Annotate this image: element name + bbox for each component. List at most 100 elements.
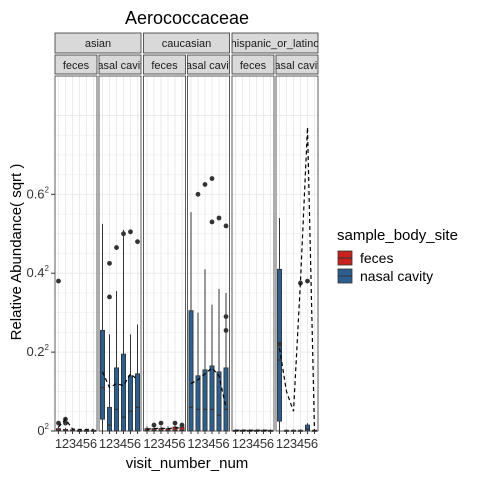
x-tick-label: 1 (276, 436, 283, 451)
box-body (121, 353, 127, 432)
outlier-point (135, 239, 140, 245)
outlier-point (209, 219, 215, 225)
x-tick-label: 2 (106, 436, 113, 451)
outlier-point (179, 422, 185, 428)
y-axis: 02 0.22 0.42 0.62 (26, 185, 55, 438)
strip-outer-label: hispanic_or_latino (231, 38, 320, 50)
strip-inner (98, 54, 142, 75)
outlier-point (209, 176, 215, 181)
strip-outer (54, 32, 142, 54)
outlier-point (128, 229, 133, 235)
panel-border (98, 75, 142, 432)
strip-inner-label: feces (151, 60, 178, 72)
x-tick-label: 3 (246, 436, 253, 451)
strip-inner (231, 54, 275, 75)
outlier-point (202, 182, 208, 187)
x-tick-label: 2 (283, 436, 290, 451)
box-body (114, 367, 120, 432)
x-tick-label: 4 (297, 436, 304, 451)
x-tick-label: 6 (134, 436, 141, 451)
x-tick-label: 4 (253, 436, 260, 451)
x-tick-label: 3 (113, 436, 120, 451)
box-body (209, 365, 215, 432)
outlier-point (223, 223, 229, 229)
x-tick-label: 3 (69, 436, 76, 451)
trend-line (278, 127, 316, 432)
panel-border (54, 75, 98, 432)
x-tick-label: 6 (222, 436, 229, 451)
x-tick-label: 6 (90, 436, 97, 451)
x-tick-label: 4 (120, 436, 127, 451)
x-tick-label: 5 (215, 436, 222, 451)
x-tick-label: 3 (157, 436, 164, 451)
x-tick-label: 1 (99, 436, 106, 451)
y-tick-label: 0.22 (26, 343, 49, 359)
panel-border (275, 75, 319, 432)
x-tick-label: 6 (311, 436, 318, 451)
box-body (134, 373, 140, 432)
trend-line (58, 418, 94, 431)
outlier-point (195, 191, 201, 197)
outlier-point (298, 280, 303, 286)
x-tick-label: 2 (239, 436, 246, 451)
box-body (223, 367, 229, 432)
outlier-point (305, 278, 310, 284)
legend-title: sample_body_site (337, 227, 458, 244)
strip-inner (187, 54, 230, 75)
panel-border (187, 75, 230, 432)
strip-inner-label: nasal cavity (268, 60, 326, 72)
outlier-point (223, 314, 229, 320)
x-tick-label: 4 (208, 436, 215, 451)
box-body (107, 406, 113, 432)
x-tick-label: 1 (232, 436, 239, 451)
x-tick-label: 1 (187, 436, 194, 451)
x-tick-label: 1 (55, 436, 62, 451)
strip-inner (54, 54, 98, 75)
x-tick-label: 2 (150, 436, 157, 451)
strip-outer (143, 32, 230, 54)
strip-inner-label: feces (240, 60, 267, 72)
x-tick-label: 5 (127, 436, 134, 451)
strip-outer-label: asian (85, 38, 111, 50)
strip-outer-label: caucasian (162, 38, 212, 50)
outlier-point (56, 278, 61, 284)
strip-outer (231, 32, 319, 54)
strip-inner (143, 54, 186, 75)
x-tick-label: 3 (290, 436, 297, 451)
y-tick-label: 02 (37, 422, 49, 438)
x-tick-label: 2 (62, 436, 69, 451)
outlier-point (277, 341, 282, 347)
outlier-point (107, 260, 112, 266)
legend: sample_body_site feces nasal cavity (337, 227, 458, 284)
x-tick-label: 4 (76, 436, 83, 451)
y-axis-title: Relative Abundance( sqrt ) (8, 164, 25, 341)
trend-line (101, 371, 138, 389)
x-axis-title: visit_number_num (126, 455, 249, 472)
x-tick-label: 2 (194, 436, 201, 451)
legend-label: nasal cavity (360, 268, 433, 284)
trend-line (190, 367, 227, 408)
x-tick-label: 6 (178, 436, 185, 451)
x-tick-label: 1 (143, 436, 150, 451)
chart-title: Aerococcaceae (125, 8, 249, 28)
outlier-point (56, 420, 61, 426)
box-body (202, 369, 208, 432)
x-tick-label: 6 (267, 436, 274, 451)
outlier-point (63, 420, 68, 426)
outlier-point (107, 294, 112, 300)
box-body (304, 424, 310, 432)
outlier-point (151, 422, 157, 428)
x-tick-label: 5 (304, 436, 311, 451)
strip-inner-label: feces (63, 60, 90, 72)
outlier-point (223, 328, 229, 333)
outlier-point (114, 245, 119, 250)
strip-inner-label: nasal cavity (180, 60, 238, 72)
strip-inner-label: nasal cavity (91, 60, 149, 72)
legend-label: feces (360, 250, 393, 266)
box-body (100, 330, 106, 420)
outlier-point (172, 420, 178, 426)
outlier-point (121, 231, 126, 237)
outlier-point (216, 215, 222, 221)
